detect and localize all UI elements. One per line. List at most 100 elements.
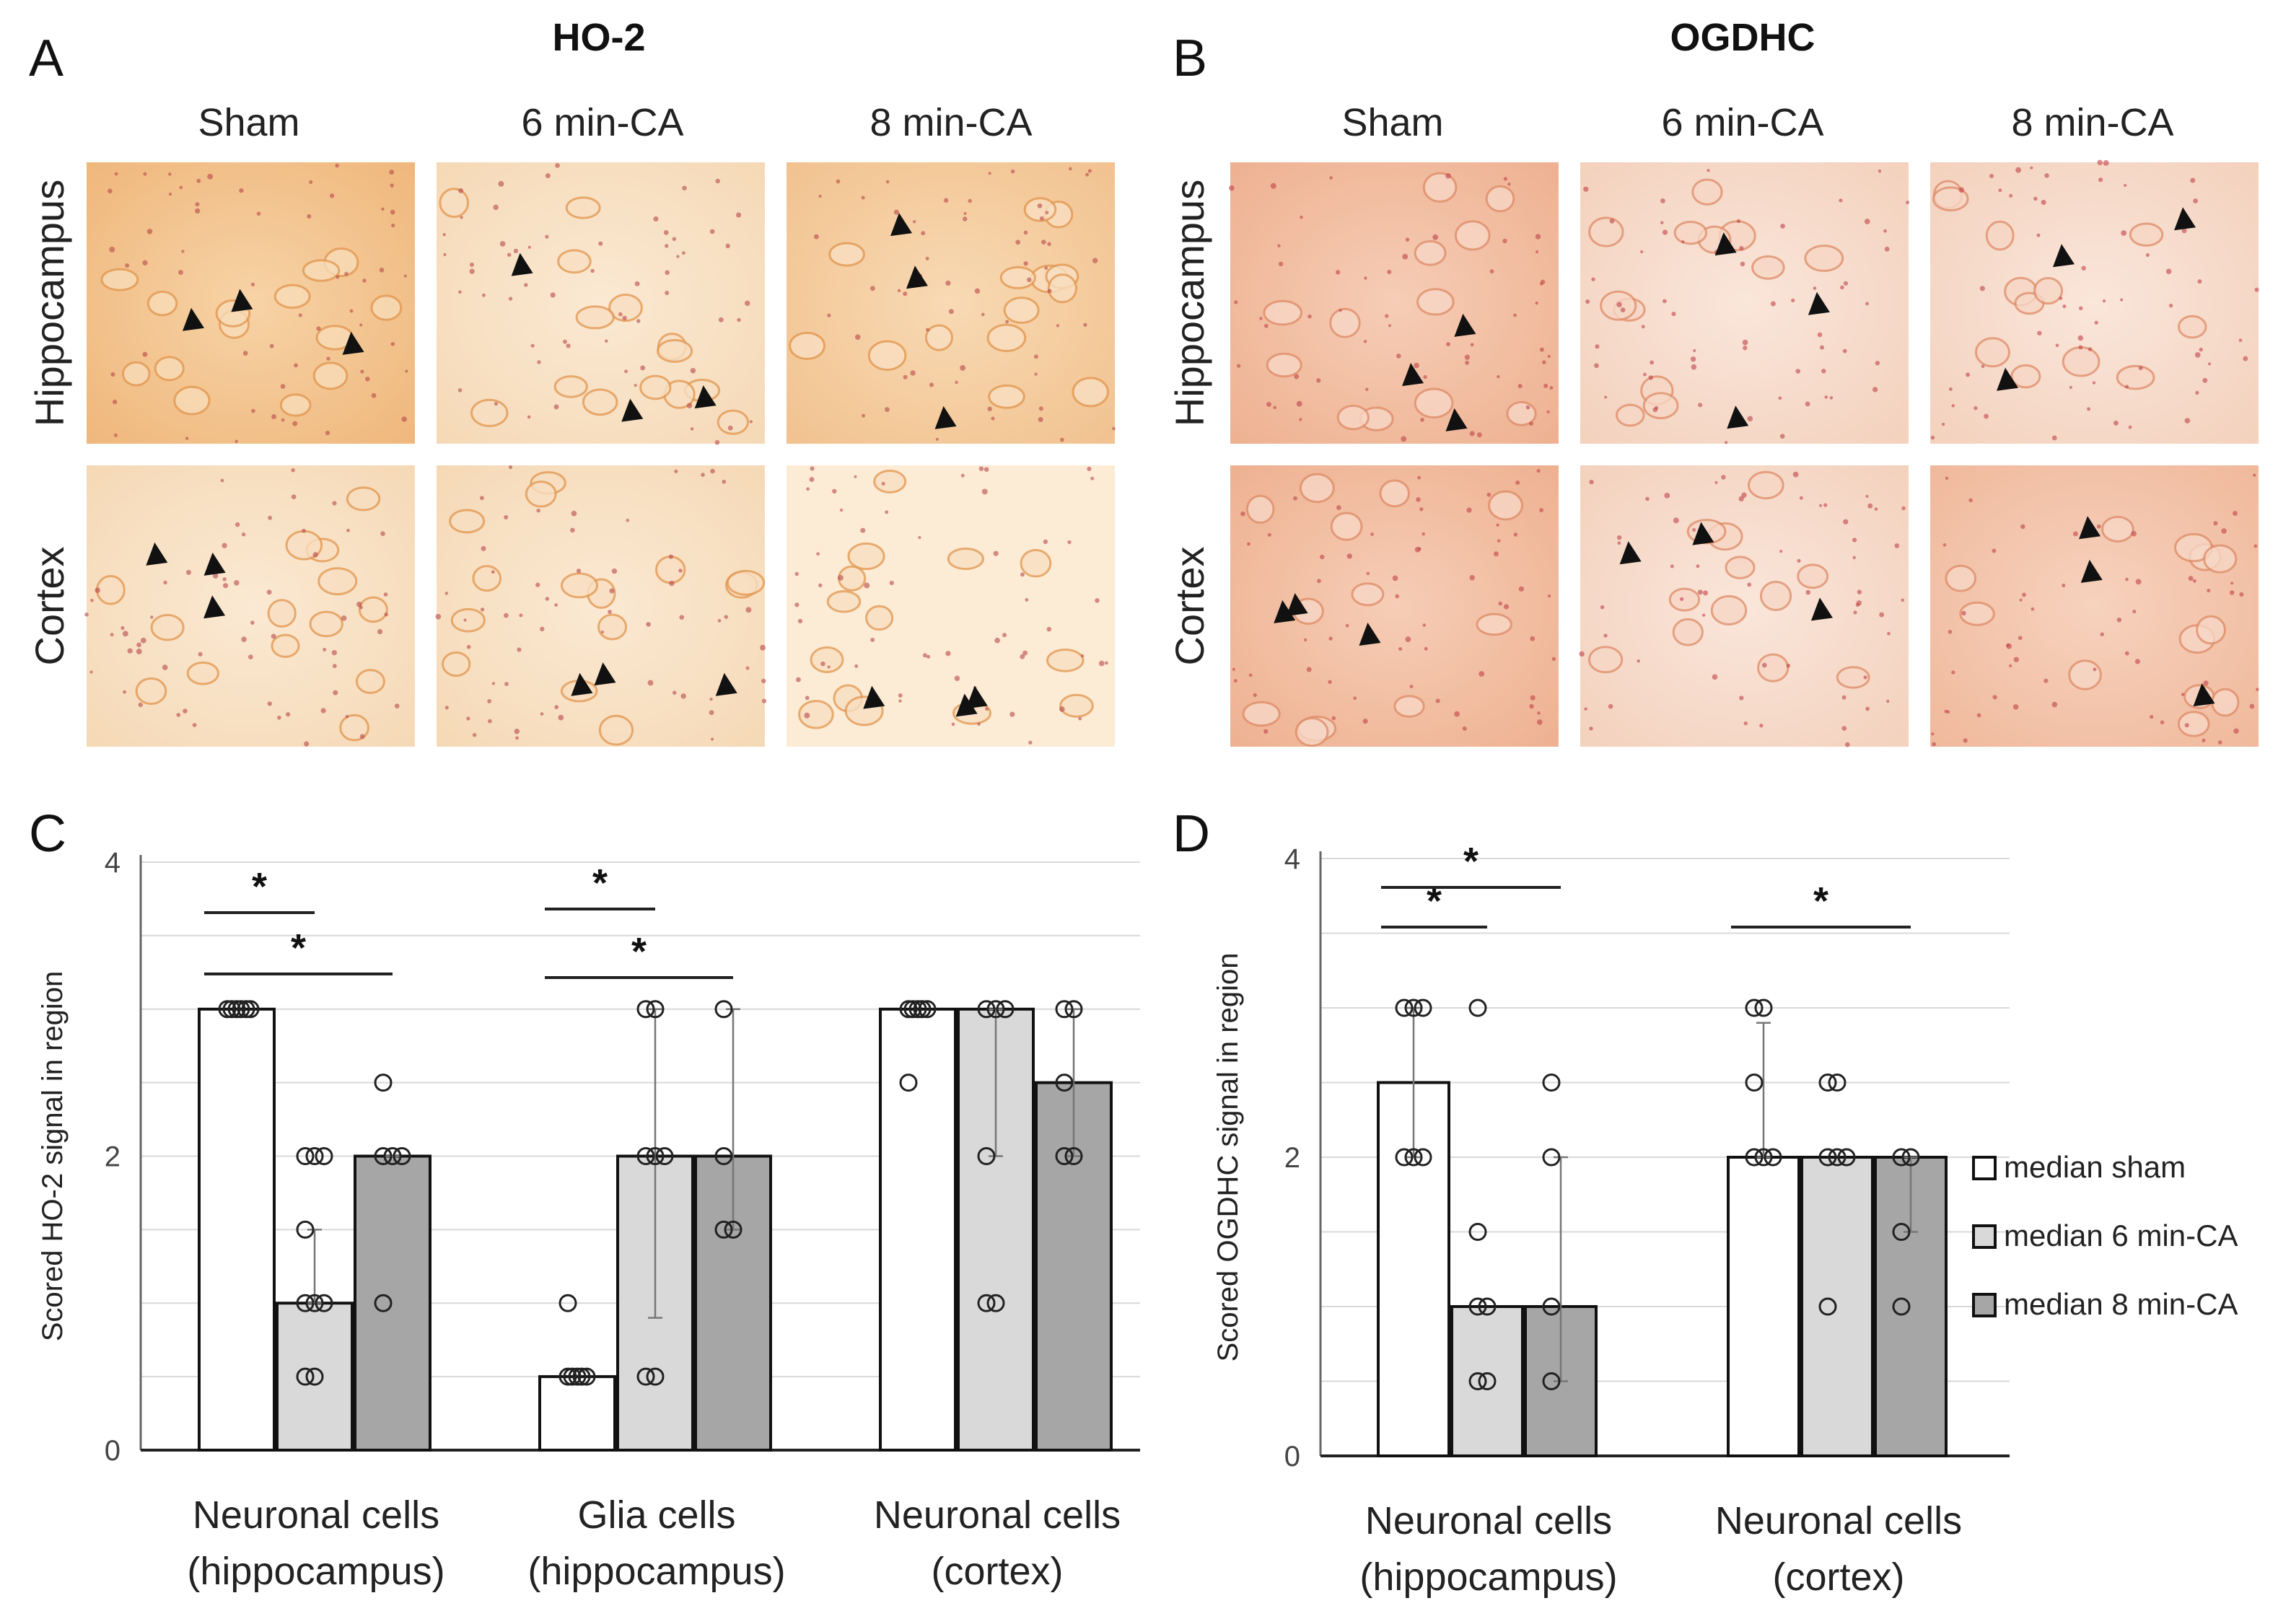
stain-dot: [1901, 598, 1905, 602]
stain-dot: [359, 323, 363, 327]
stain-dot: [108, 188, 113, 194]
stain-dot: [2203, 680, 2209, 686]
stain-dot: [903, 374, 908, 379]
stain-dot: [469, 268, 475, 274]
stain-dot: [540, 712, 544, 716]
stain-dot: [2131, 530, 2137, 537]
stain-dot: [1009, 711, 1015, 717]
arrowhead-marker: [621, 398, 644, 422]
stain-dot: [686, 403, 693, 409]
stain-dot: [508, 297, 513, 301]
cell: [355, 669, 385, 694]
data-point: [1055, 1074, 1074, 1092]
stain-dot: [722, 479, 727, 484]
stain-dot: [1466, 507, 1472, 513]
stain-dot: [1779, 550, 1783, 553]
stain-dot: [1795, 369, 1801, 374]
stain-dot: [163, 580, 167, 585]
cell: [717, 409, 750, 435]
arrowhead-marker: [146, 542, 168, 566]
stain-dot: [143, 172, 147, 176]
stain-dot: [1797, 558, 1801, 563]
stain-dot: [1691, 364, 1697, 370]
panel-b-row-cortex: Cortex: [1167, 547, 1212, 666]
micrograph-b-hippocampus-8min: [1930, 162, 2259, 444]
stain-dot: [566, 343, 571, 348]
arrowhead-marker: [183, 307, 205, 331]
stain-dot: [2239, 592, 2244, 597]
data-point: [714, 1000, 733, 1019]
cell: [358, 596, 388, 623]
cell: [472, 565, 502, 592]
cell: [1757, 653, 1790, 682]
stain-dot: [1738, 496, 1744, 502]
cell: [1673, 220, 1708, 245]
y-tick-label: 4: [1284, 843, 1300, 875]
stain-dot: [1098, 660, 1105, 667]
panel-a-col-6min: 6 min-CA: [521, 101, 683, 144]
stain-dot: [1951, 670, 1955, 675]
data-point: [977, 1000, 996, 1019]
stain-dot: [325, 431, 330, 436]
stain-dot: [2041, 199, 2046, 206]
stain-dot: [608, 610, 612, 614]
stain-dot: [553, 404, 559, 410]
stain-dot: [271, 414, 276, 419]
stain-dot: [1273, 405, 1277, 410]
cell: [557, 249, 592, 274]
stain-dot: [1503, 177, 1507, 181]
stain-dot: [943, 198, 949, 203]
stain-dot: [624, 369, 628, 374]
stain-dot: [371, 392, 377, 398]
stain-dot: [1345, 623, 1349, 628]
stain-dot: [1608, 703, 1613, 709]
cell: [186, 661, 219, 685]
stain-dot: [981, 312, 985, 317]
cell: [999, 265, 1036, 289]
cell: [1488, 490, 1524, 521]
stain-dot: [1540, 282, 1543, 286]
stain-dot: [1363, 340, 1367, 343]
stain-dot: [1966, 372, 1971, 377]
stain-dot: [1497, 374, 1500, 379]
stain-dot: [1600, 605, 1605, 610]
stain-dot: [2062, 304, 2067, 309]
data-point: [558, 1294, 577, 1312]
stain-dot: [168, 192, 172, 196]
cell: [1245, 494, 1275, 524]
stain-dot: [537, 360, 541, 364]
stain-dot: [1464, 354, 1471, 360]
stain-dot: [1747, 582, 1752, 587]
stain-dot: [1462, 726, 1467, 731]
stain-dot: [1045, 211, 1049, 215]
stain-dot: [1841, 695, 1847, 700]
stain-dot: [898, 693, 903, 698]
stain-dot: [1095, 598, 1100, 603]
stain-dot: [302, 528, 306, 533]
data-point: [1745, 1148, 1764, 1167]
stain-dot: [1465, 360, 1470, 365]
cell: [1476, 613, 1512, 636]
stain-dot: [487, 719, 492, 724]
stain-dot: [1585, 299, 1590, 304]
stain-dot: [1263, 729, 1269, 734]
stain-dot: [480, 607, 485, 612]
stain-dot: [2181, 693, 2185, 696]
data-point: [986, 1294, 1005, 1312]
cell: [1974, 337, 2010, 368]
stain-dot: [359, 605, 364, 610]
stain-dot: [1023, 230, 1028, 235]
stain-dot: [1693, 348, 1696, 353]
data-point: [1818, 1297, 1837, 1316]
stain-dot: [1842, 348, 1847, 354]
stain-dot: [341, 615, 347, 621]
stain-dot: [1741, 492, 1747, 498]
stain-dot: [472, 733, 477, 737]
stain-dot: [1824, 395, 1828, 399]
stain-dot: [1620, 307, 1626, 313]
stain-dot: [2150, 714, 2154, 719]
stain-dot: [1660, 221, 1664, 224]
cell: [1072, 377, 1110, 408]
stain-dot: [563, 339, 567, 344]
cell: [271, 633, 300, 658]
